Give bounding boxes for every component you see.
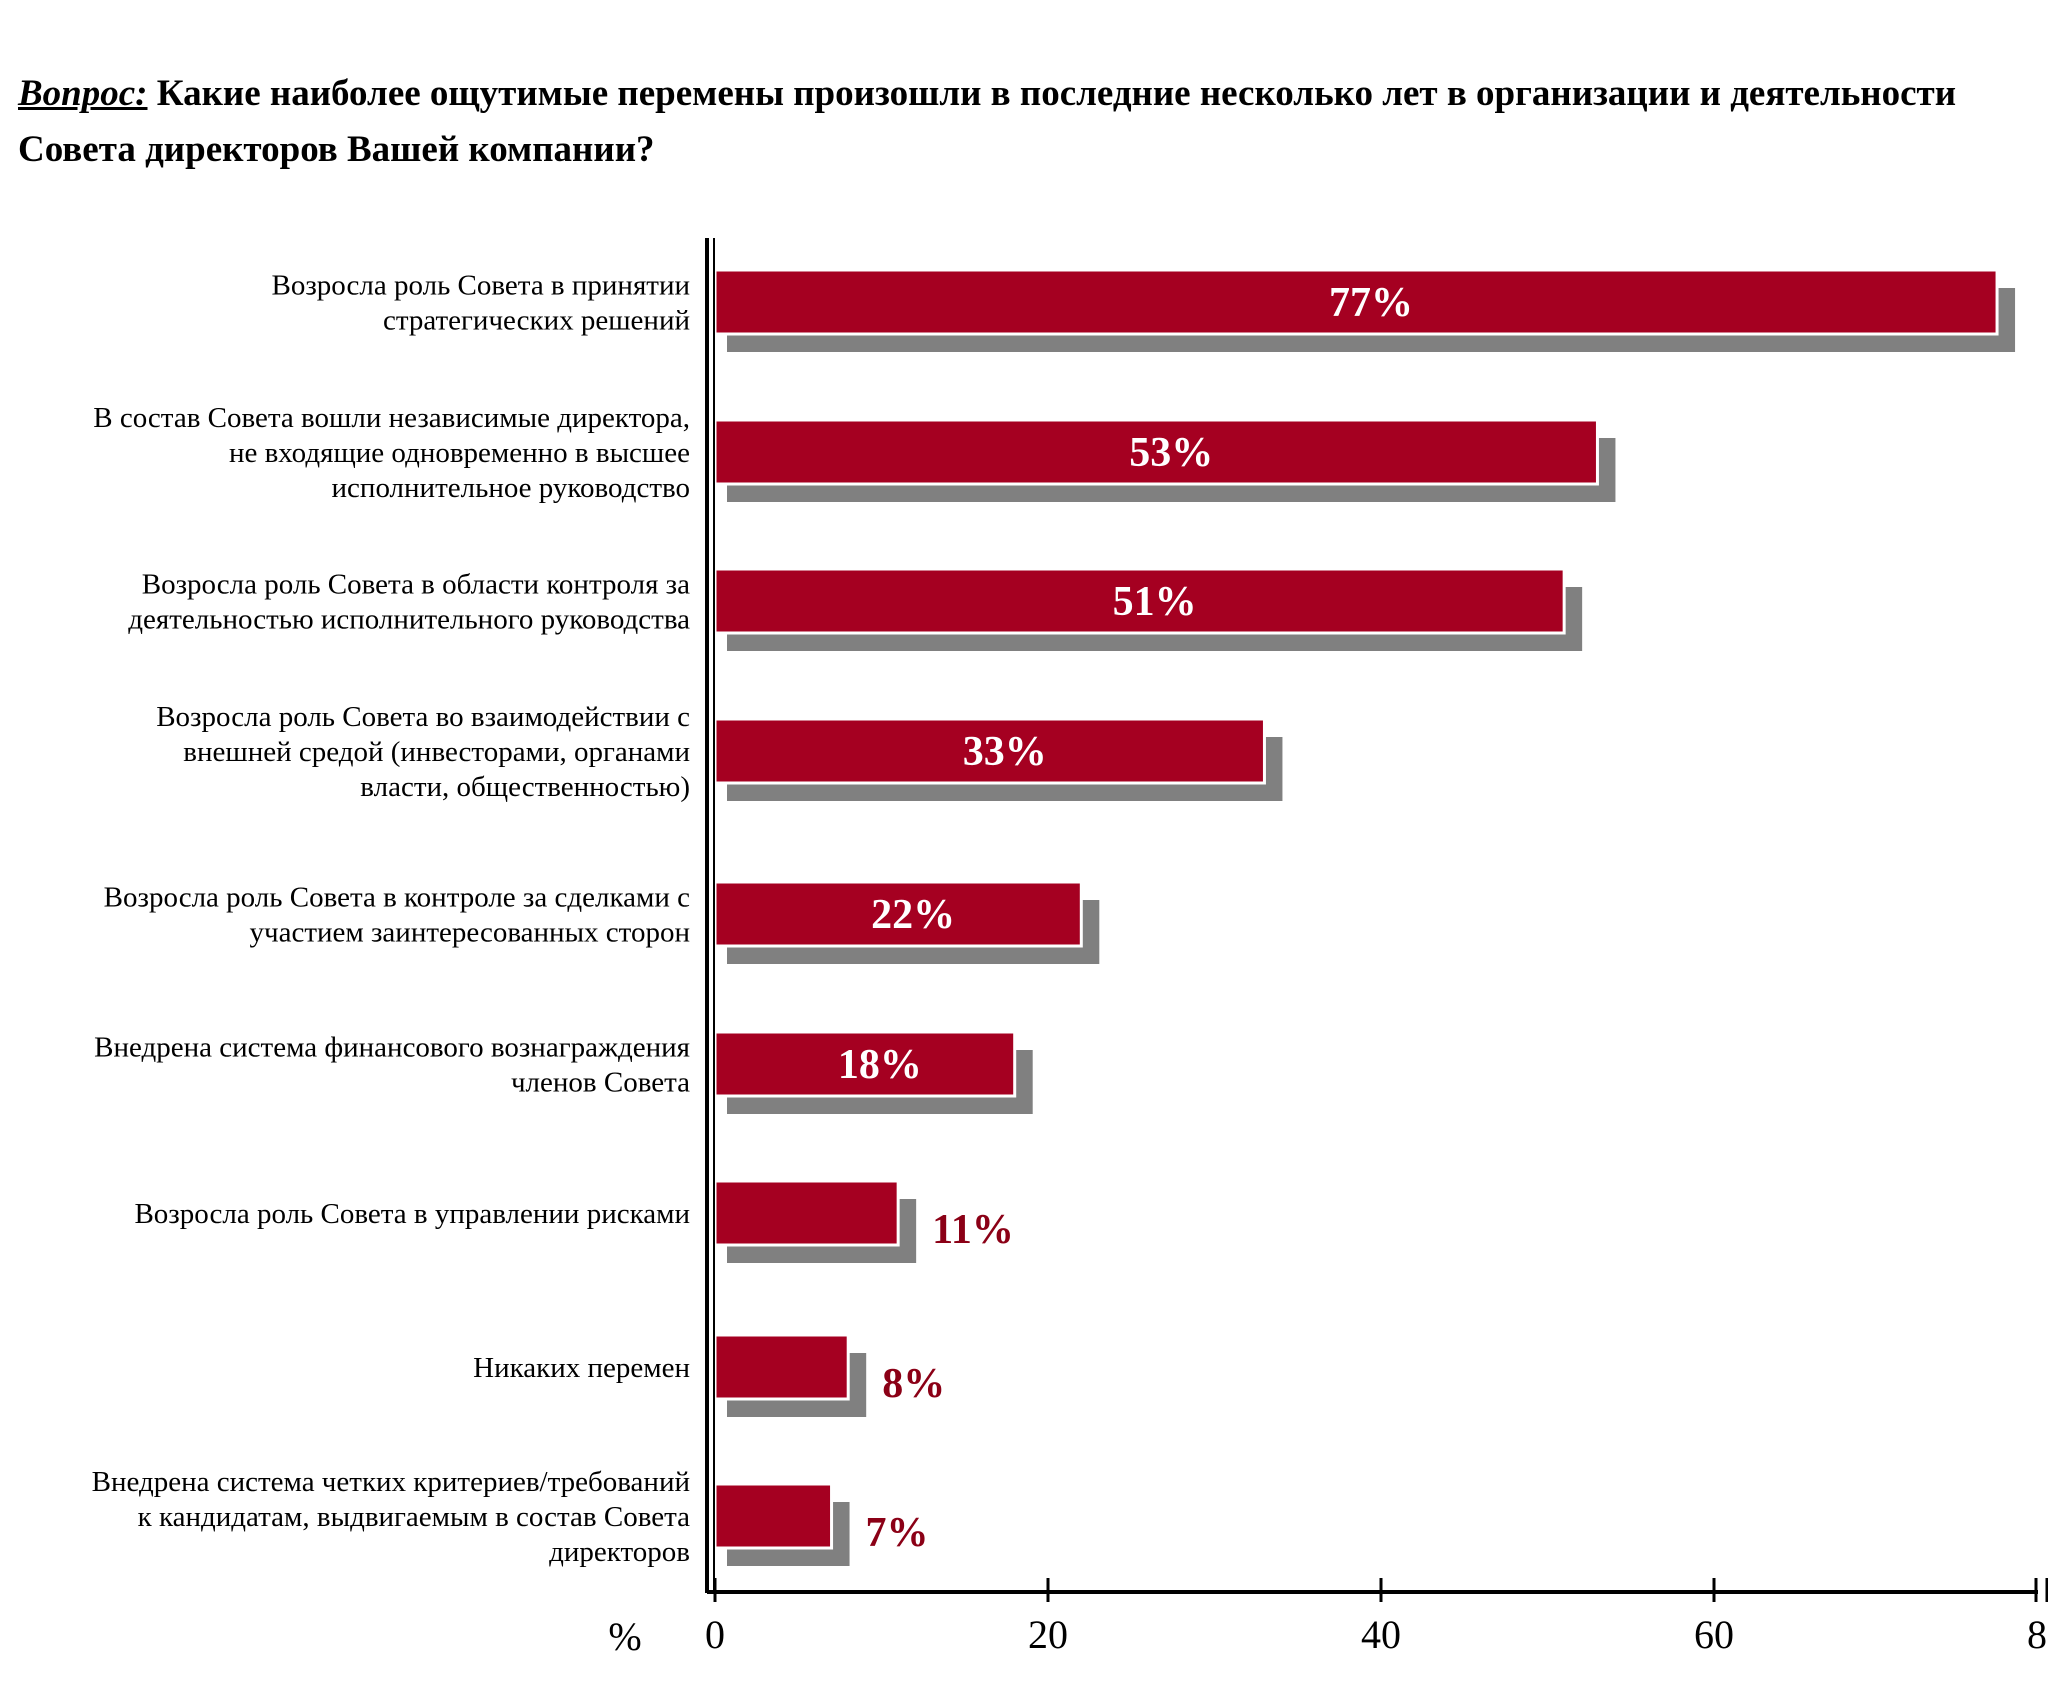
category-label-line: Внедрена система финансового вознагражде… [94,1032,690,1064]
category-label-line: власти, общественностью) [360,771,690,803]
category-label: Возросла роль Совета во взаимодействии с… [156,701,690,803]
x-tick-label: 60 [1694,1612,1734,1657]
bar [713,418,1599,486]
data-label: 11% [932,1207,1014,1253]
category-label: Возросла роль Совета в контроле за сделк… [104,882,690,949]
category-label-line: внешней средой (инвесторами, органами [183,736,690,768]
category-label-line: Внедрена система четких критериев/требов… [92,1466,690,1498]
x-axis-unit-label: % [608,1614,641,1659]
category-label: В состав Совета вошли независимые директ… [93,402,690,504]
category-label-line: Возросла роль Совета во взаимодействии с [156,701,690,733]
data-label: 18% [838,1042,922,1088]
question-prefix: Вопрос: [18,73,148,114]
data-label: 51% [1113,579,1197,625]
category-label-line: к кандидатам, выдвигаемым в состав Совет… [138,1501,691,1533]
category-label-line: директоров [549,1536,690,1568]
category-label-line: Возросла роль Совета в контроле за сделк… [104,882,690,914]
data-label: 77% [1329,280,1413,326]
bar [713,268,1999,336]
category-label-line: исполнительное руководство [332,472,690,504]
category-label: Возросла роль Совета в области контроля … [128,569,690,636]
chart-title: Вопрос: Какие наиболее ощутимые перемены… [18,66,2008,178]
bar [713,1179,900,1247]
category-label: Возросла роль Совета в принятии стратегич… [272,270,691,337]
category-label: Внедрена система четких критериев/требов… [92,1466,691,1568]
bar [713,717,1266,785]
x-tick-label: 0 [705,1612,725,1657]
category-label-line: членов Совета [511,1067,690,1099]
x-axis: 0 20 40 60 80% [608,238,2048,1659]
bar [713,1030,1017,1098]
x-tick-label: 40 [1361,1612,1401,1657]
category-label-line: Возросла роль Совета в области контроля … [142,569,690,601]
x-tick-label: 20 [1028,1612,1068,1657]
bar [713,567,1566,635]
data-label: 7% [866,1510,929,1556]
data-label: 22% [871,892,955,938]
category-label-line: участием заинтересованных сторон [249,917,690,949]
category-label-line: В состав Совета вошли независимые директ… [93,402,690,434]
question-text: Какие наиболее ощутимые перемены произош… [18,73,1957,170]
category-label-line: не входящие одновременно в высшее [229,437,690,469]
category-label-line: Никаких перемен [473,1352,690,1384]
bars-group: 77% 53% 51% 33% 22% 18% 11% 8% 7% [713,268,2016,1566]
x-tick-label: 80 [2027,1612,2048,1657]
category-label: Возросла роль Совета в управлении рискам… [134,1198,690,1230]
category-label-line: деятельностью исполнительного руководств… [128,604,690,636]
data-label: 8% [882,1361,945,1407]
bar [713,1482,834,1550]
category-label-line: стратегических решений [383,305,690,337]
category-label: Никаких перемен [473,1352,690,1384]
category-label-line: Возросла роль Совета в принятии [272,270,691,302]
data-label: 53% [1129,430,1213,476]
category-labels-group: Возросла роль Совета в принятии стратегич… [92,270,691,1569]
category-label-line: Возросла роль Совета в управлении рискам… [134,1198,690,1230]
data-label: 33% [963,729,1047,775]
bar [713,1333,850,1401]
category-label: Внедрена система финансового вознагражде… [94,1032,690,1099]
